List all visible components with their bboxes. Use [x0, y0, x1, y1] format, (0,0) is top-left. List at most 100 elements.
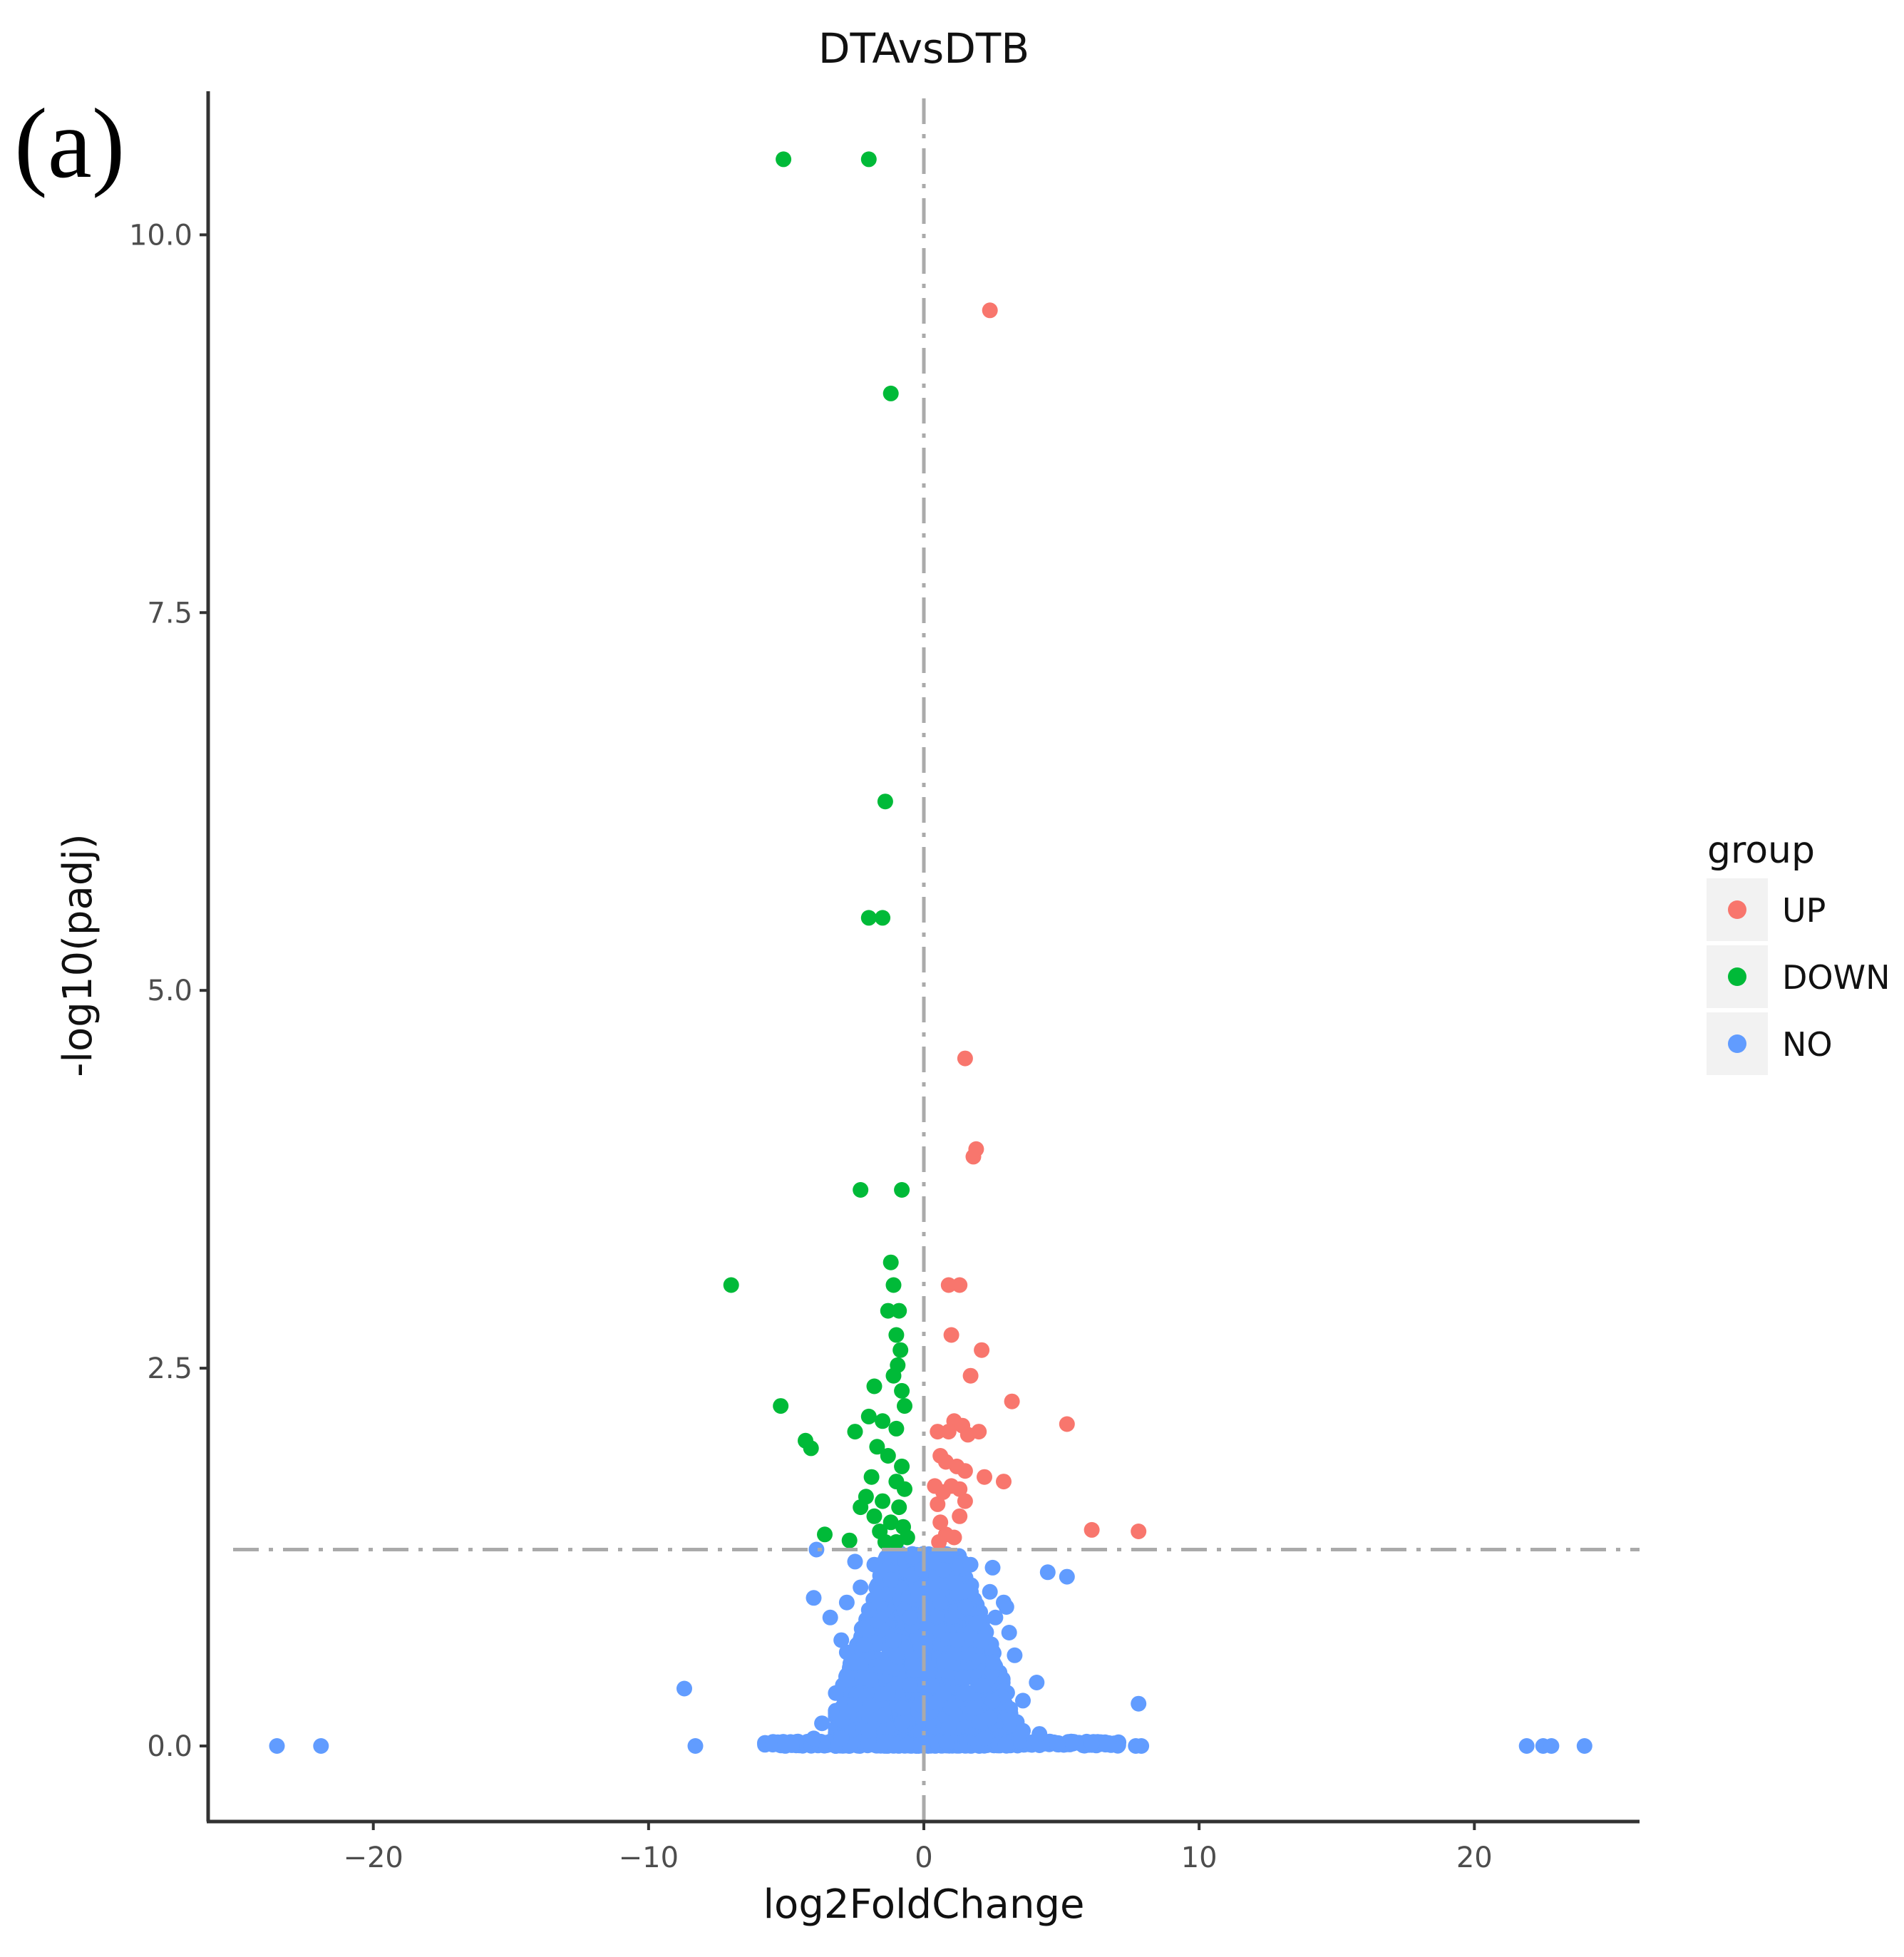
- point-no: [940, 1720, 957, 1736]
- legend-swatch-no: [1728, 1034, 1746, 1053]
- point-up: [952, 1277, 968, 1293]
- point-up: [930, 1496, 946, 1512]
- point-down: [841, 1532, 858, 1548]
- point-no-dense: [860, 1735, 877, 1751]
- y-axis-title: -log10(padj): [55, 833, 101, 1077]
- point-down: [891, 1303, 907, 1319]
- point-no-dense: [878, 1659, 894, 1675]
- point-no-dense: [997, 1736, 1014, 1752]
- point-no: [882, 1571, 899, 1588]
- point-up: [974, 1342, 990, 1358]
- point-down: [875, 1493, 891, 1509]
- point-no: [814, 1715, 830, 1732]
- point-no: [1131, 1695, 1147, 1712]
- point-down: [773, 1398, 789, 1414]
- point-no: [1576, 1738, 1592, 1754]
- point-no-dense: [777, 1735, 793, 1751]
- point-no: [687, 1738, 704, 1754]
- point-no: [853, 1579, 869, 1596]
- y-ticks: 0.0 2.5 5.0 7.5 10.0: [129, 219, 208, 1763]
- point-no: [982, 1583, 998, 1600]
- point-no: [902, 1609, 918, 1625]
- point-no: [1007, 1647, 1023, 1663]
- point-down: [888, 1420, 905, 1437]
- point-no: [838, 1594, 855, 1611]
- point-up: [968, 1141, 984, 1157]
- legend-title: group: [1707, 829, 1815, 872]
- point-no: [822, 1609, 838, 1625]
- point-down: [860, 1408, 877, 1424]
- point-no: [806, 1730, 822, 1747]
- point-no: [1543, 1738, 1560, 1754]
- point-down: [847, 1424, 863, 1440]
- point-up: [1004, 1393, 1020, 1409]
- x-tick-label: 20: [1456, 1842, 1493, 1874]
- point-no: [998, 1599, 1014, 1615]
- point-no: [946, 1575, 962, 1591]
- point-up: [962, 1367, 979, 1384]
- point-no: [866, 1556, 882, 1573]
- point-no: [984, 1559, 1001, 1576]
- plot-area: [233, 98, 1640, 1822]
- point-no-dense: [899, 1737, 915, 1753]
- point-no: [932, 1594, 949, 1611]
- point-down: [897, 1398, 912, 1414]
- point-no: [833, 1730, 850, 1747]
- point-no: [1029, 1675, 1045, 1690]
- point-down: [894, 1182, 910, 1198]
- x-tick-label: −10: [619, 1842, 679, 1874]
- point-up: [1084, 1521, 1100, 1538]
- point-down: [882, 385, 899, 401]
- point-no-dense: [856, 1636, 873, 1653]
- point-no-dense: [1101, 1735, 1117, 1751]
- point-up: [932, 1514, 949, 1531]
- point-no-dense: [912, 1696, 928, 1712]
- point-down: [853, 1182, 869, 1198]
- point-no: [1518, 1738, 1535, 1754]
- point-no-dense: [968, 1616, 984, 1632]
- legend-label-down: DOWN: [1782, 958, 1890, 997]
- point-down: [866, 1378, 882, 1394]
- point-down: [892, 1342, 909, 1358]
- point-no: [1015, 1693, 1031, 1709]
- point-no-dense: [985, 1654, 1001, 1670]
- point-no: [977, 1730, 992, 1747]
- y-tick-label: 0.0: [147, 1730, 192, 1763]
- point-no-dense: [929, 1695, 945, 1710]
- point-no: [974, 1678, 990, 1694]
- point-no-dense: [917, 1635, 933, 1651]
- point-no: [833, 1632, 850, 1648]
- point-no-dense: [935, 1562, 952, 1578]
- point-no: [855, 1670, 871, 1686]
- point-down: [894, 1458, 910, 1474]
- point-no-dense: [1084, 1735, 1100, 1752]
- point-up: [952, 1508, 968, 1524]
- point-no: [1039, 1564, 1056, 1581]
- point-no: [962, 1556, 979, 1573]
- point-no: [924, 1678, 940, 1694]
- point-no-dense: [885, 1633, 902, 1649]
- point-no: [676, 1680, 692, 1697]
- x-ticks: −20 −10 0 10 20: [343, 1822, 1493, 1874]
- point-no: [1128, 1738, 1144, 1754]
- point-no-dense: [946, 1645, 962, 1661]
- point-no-dense: [880, 1586, 896, 1603]
- panel-label: (a): [14, 88, 125, 199]
- point-no: [907, 1663, 924, 1678]
- x-tick-label: 10: [1181, 1842, 1218, 1874]
- point-no: [905, 1549, 921, 1566]
- point-down: [863, 1469, 880, 1485]
- point-no: [269, 1738, 285, 1754]
- point-no-dense: [957, 1599, 974, 1616]
- point-no: [847, 1553, 863, 1570]
- y-tick-label: 7.5: [147, 597, 192, 630]
- point-up: [1059, 1416, 1075, 1432]
- point-no: [954, 1670, 971, 1686]
- point-up: [957, 1463, 973, 1479]
- point-no-dense: [957, 1583, 973, 1600]
- point-no: [313, 1738, 329, 1754]
- point-no-dense: [1071, 1735, 1087, 1751]
- point-no-dense: [918, 1600, 935, 1616]
- y-tick-label: 5.0: [147, 975, 192, 1007]
